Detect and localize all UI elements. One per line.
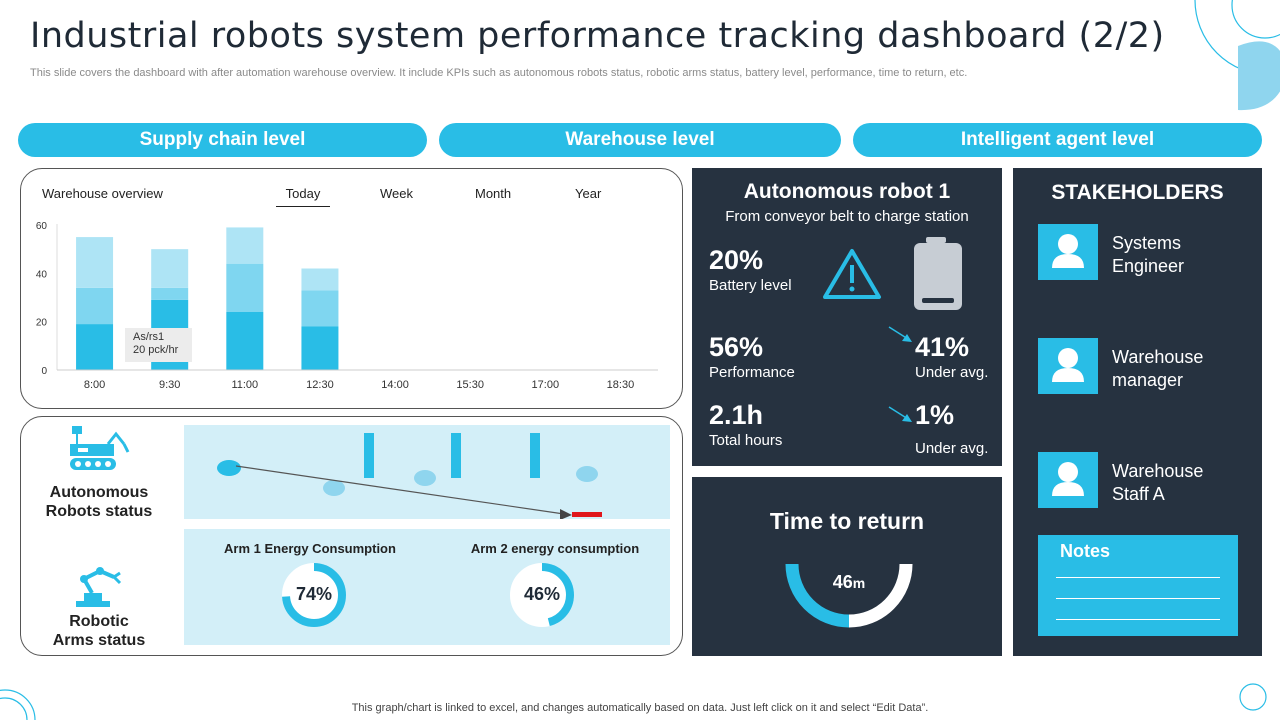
- tooltip-line-1: As/rs1: [133, 331, 165, 343]
- time-to-return-unit: m: [852, 575, 866, 591]
- tab-year[interactable]: Year: [575, 186, 602, 201]
- arm2-value: 46%: [523, 584, 561, 604]
- robot-subtitle: From conveyor belt to charge station: [725, 208, 969, 225]
- level-intelligent-agent: Intelligent agent level: [853, 123, 1262, 157]
- warehouse-overview-panel: [20, 168, 683, 409]
- performance-label: Performance: [709, 364, 795, 381]
- y-tick-label: 0: [41, 366, 47, 377]
- stakeholder-2-line-2: manager: [1112, 370, 1184, 390]
- arms-energy-panel: [184, 529, 670, 645]
- warehouse-overview-label: Warehouse overview: [42, 186, 163, 201]
- user-icon: [1038, 338, 1098, 394]
- notes-title: Notes: [1060, 541, 1111, 561]
- corner-decoration: [1194, 0, 1280, 111]
- level-warehouse: Warehouse level: [439, 123, 841, 157]
- x-tick-label: 17:00: [532, 379, 560, 391]
- arrow-down-icon: [888, 326, 912, 342]
- battery-icon: [914, 237, 962, 310]
- battery-value: 20%: [709, 245, 764, 275]
- time-to-return-gauge: [785, 563, 913, 628]
- bar-segment: [226, 312, 264, 370]
- bar-segment: [76, 324, 114, 370]
- performance-delta-value: 41%: [915, 332, 970, 362]
- tab-month[interactable]: Month: [475, 186, 512, 201]
- corner-decoration-bottom-right: [1239, 683, 1267, 711]
- arms-status-label-line-2: Arms status: [52, 632, 146, 649]
- y-tick-label: 60: [36, 221, 48, 232]
- bar-segment: [76, 287, 114, 325]
- robots-status-label-line-1: Autonomous: [49, 484, 149, 501]
- hours-value: 2.1h: [709, 400, 764, 430]
- robotic-arm-icon: [76, 567, 122, 607]
- bar-segment: [151, 249, 189, 288]
- x-tick-label: 12:30: [306, 379, 334, 391]
- bar-segment: [301, 290, 339, 327]
- performance-delta-label: Under avg.: [915, 364, 989, 381]
- warehouse-overview-chart: 0 20 40 60 8:00 9:30 11:00 12:30 14:00 15:30 17:0…: [36, 221, 658, 391]
- bar-segment: [151, 287, 189, 300]
- hours-delta-label: Under avg.: [915, 440, 989, 457]
- stakeholder-name-3: Warehouse Staff A: [1112, 460, 1203, 506]
- autonomous-robot-panel: [692, 168, 1002, 466]
- time-to-return-title: Time to return: [769, 508, 925, 534]
- hours-delta-value: 1%: [915, 400, 955, 430]
- x-tick-label: 8:00: [84, 379, 105, 391]
- robots-status-label: Autonomous Robots status: [24, 483, 174, 521]
- corner-decoration-bottom-left: [0, 689, 36, 720]
- stakeholder-name-2: Warehouse manager: [1112, 346, 1203, 392]
- bar-segment: [76, 237, 114, 288]
- user-icon: [1038, 452, 1098, 508]
- stakeholder-1-line-2: Engineer: [1112, 256, 1185, 276]
- tooltip-line-2: 20 pck/hr: [133, 344, 179, 356]
- arm1-title: Arm 1 Energy Consumption: [224, 541, 396, 556]
- arm2-title: Arm 2 energy consumption: [470, 541, 640, 556]
- battery-label: Battery level: [709, 277, 792, 294]
- stakeholder-name-1: Systems Engineer: [1112, 232, 1184, 278]
- page-title: Industrial robots system performance tra…: [30, 16, 1165, 56]
- performance-value: 56%: [709, 332, 764, 362]
- stakeholder-3-line-1: Warehouse: [1112, 461, 1204, 481]
- arrow-down-icon-2: [888, 406, 912, 422]
- arm1-donut: [282, 563, 346, 627]
- x-tick-label: 14:00: [381, 379, 409, 391]
- x-tick-label: 11:00: [231, 379, 258, 391]
- bar-segment: [226, 227, 264, 264]
- arms-status-label: Robotic Arms status: [24, 612, 174, 650]
- stakeholder-2-line-1: Warehouse: [1112, 347, 1204, 367]
- time-to-return-value: 46m: [822, 572, 876, 593]
- bar-segment: [301, 268, 339, 291]
- stakeholder-3-line-2: Staff A: [1112, 484, 1165, 504]
- footer-note: This graph/chart is linked to excel, and…: [351, 702, 929, 714]
- arm2-donut: [510, 563, 574, 627]
- x-tick-label: 18:30: [607, 379, 635, 391]
- user-icon: [1038, 224, 1098, 280]
- y-tick-label: 20: [36, 318, 48, 329]
- chart-tooltip: As/rs1 20 pck/hr: [125, 328, 192, 362]
- y-tick-label: 40: [36, 269, 48, 280]
- notes-line: [1056, 577, 1220, 578]
- robot-title: Autonomous robot 1: [743, 180, 951, 203]
- bar-segment: [301, 326, 339, 370]
- hours-label: Total hours: [709, 432, 783, 449]
- autonomous-robot-icon: [70, 426, 130, 470]
- page-subtitle: This slide covers the dashboard with aft…: [30, 67, 968, 79]
- stakeholders-title: STAKEHOLDERS: [1051, 181, 1224, 204]
- warning-icon: [823, 249, 881, 299]
- time-to-return-number: 46: [832, 572, 853, 592]
- tab-today[interactable]: Today: [276, 186, 330, 207]
- robots-status-label-line-2: Robots status: [45, 503, 153, 520]
- arm1-value: 74%: [295, 584, 333, 604]
- tab-week[interactable]: Week: [380, 186, 413, 201]
- x-tick-label: 15:30: [456, 379, 484, 391]
- robots-status-track: [184, 425, 670, 519]
- notes-line: [1056, 598, 1220, 599]
- notes-box[interactable]: Notes: [1038, 535, 1238, 636]
- stakeholder-1-line-1: Systems: [1112, 233, 1182, 253]
- bar-segment: [226, 263, 264, 312]
- level-supply-chain: Supply chain level: [18, 123, 427, 157]
- notes-line: [1056, 619, 1220, 620]
- x-tick-label: 9:30: [159, 379, 180, 391]
- arms-status-label-line-1: Robotic: [69, 613, 129, 630]
